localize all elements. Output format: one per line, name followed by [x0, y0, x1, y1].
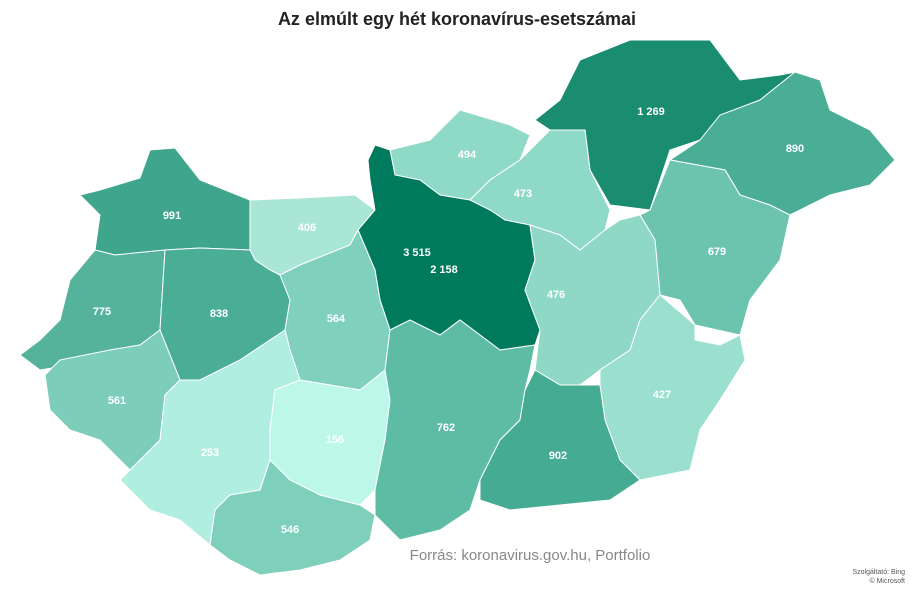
- value-label: 3 515: [403, 247, 431, 259]
- attribution: © Microsoft: [870, 577, 906, 585]
- value-label: 775: [93, 306, 111, 318]
- attribution: Szolgáltató: Bing: [852, 569, 905, 576]
- value-label: 427: [653, 389, 671, 401]
- value-label: 546: [281, 524, 299, 536]
- value-label: 838: [210, 308, 228, 320]
- value-label: 890: [786, 143, 804, 155]
- value-label: 762: [437, 422, 455, 434]
- value-label: 991: [163, 210, 181, 222]
- value-label: 494: [458, 149, 477, 161]
- map-title: Az elmúlt egy hét koronavírus-esetszámai: [278, 9, 636, 29]
- value-label: 476: [547, 289, 565, 301]
- labels: 991 406 494 1 269 890 473 3 515 2 158 679 775 838 5…: [93, 106, 804, 536]
- value-label: 2 158: [430, 264, 458, 276]
- region: [479, 369, 641, 511]
- value-label: 253: [201, 447, 219, 459]
- source: Forrás: koronavirus.gov.hu, Portfolio: [410, 547, 651, 564]
- region: [79, 147, 251, 256]
- value-label: 902: [549, 450, 567, 462]
- value-label: 679: [708, 246, 726, 258]
- value-label: 561: [108, 395, 126, 407]
- value-label: 406: [298, 222, 316, 234]
- value-label: 473: [514, 188, 532, 200]
- region: [209, 459, 376, 576]
- region: [639, 159, 791, 336]
- value-label: 564: [327, 313, 346, 325]
- regions: [19, 39, 896, 576]
- value-label: 156: [326, 434, 344, 446]
- value-label: 1 269: [637, 106, 665, 118]
